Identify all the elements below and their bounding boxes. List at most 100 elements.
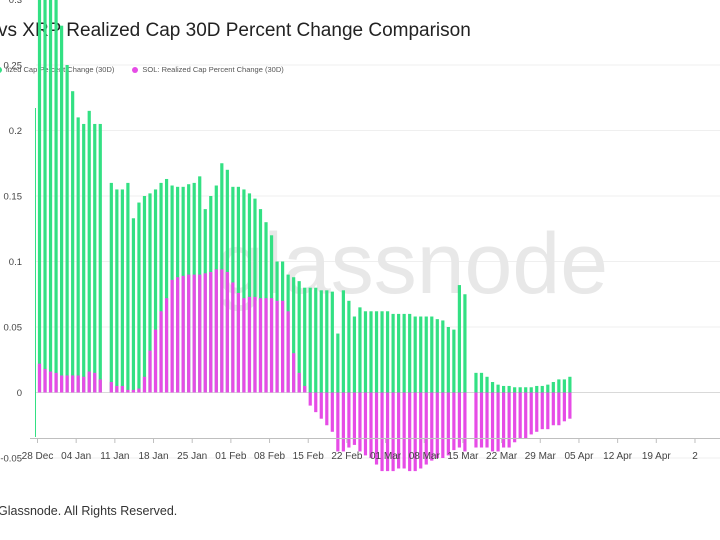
xrp-bar[interactable] — [87, 110, 91, 393]
sol-bar[interactable] — [524, 392, 528, 439]
sol-bar[interactable] — [76, 375, 80, 393]
sol-bar[interactable] — [120, 385, 124, 393]
sol-bar[interactable] — [126, 389, 130, 393]
sol-bar[interactable] — [325, 392, 329, 426]
xrp-bar[interactable] — [297, 281, 301, 393]
xrp-bar[interactable] — [385, 311, 390, 393]
sol-bar[interactable] — [60, 375, 64, 393]
xrp-bar[interactable] — [496, 384, 500, 393]
sol-bar[interactable] — [314, 392, 318, 413]
sol-bar[interactable] — [303, 385, 307, 393]
sol-bar[interactable] — [502, 392, 506, 448]
sol-bar[interactable] — [258, 298, 263, 393]
sol-bar[interactable] — [347, 392, 351, 448]
xrp-bar[interactable] — [292, 277, 296, 393]
xrp-bar[interactable] — [402, 313, 406, 393]
xrp-bar[interactable] — [562, 379, 566, 393]
sol-bar[interactable] — [264, 298, 268, 393]
sol-bar[interactable] — [441, 392, 445, 459]
xrp-bar[interactable] — [253, 198, 257, 393]
sol-bar[interactable] — [457, 392, 461, 448]
sol-bar[interactable] — [430, 392, 434, 461]
sol-bar[interactable] — [82, 376, 86, 393]
sol-bar[interactable] — [369, 392, 373, 459]
sol-bar[interactable] — [485, 392, 489, 448]
xrp-bar[interactable] — [557, 379, 561, 393]
sol-bar[interactable] — [358, 392, 362, 452]
xrp-bar[interactable] — [463, 294, 467, 393]
xrp-bar[interactable] — [347, 300, 351, 393]
sol-bar[interactable] — [275, 300, 279, 393]
xrp-bar[interactable] — [54, 0, 58, 393]
xrp-bar[interactable] — [551, 382, 555, 393]
sol-bar[interactable] — [225, 271, 229, 393]
xrp-bar[interactable] — [82, 123, 86, 393]
sol-bar[interactable] — [142, 376, 147, 393]
sol-bar[interactable] — [54, 372, 58, 393]
sol-bar[interactable] — [131, 389, 136, 393]
xrp-bar[interactable] — [529, 387, 533, 393]
xrp-bar[interactable] — [397, 313, 401, 393]
sol-bar[interactable] — [43, 368, 47, 393]
sol-bar[interactable] — [231, 282, 235, 393]
sol-bar[interactable] — [490, 392, 495, 452]
sol-bar[interactable] — [247, 296, 252, 393]
sol-bar[interactable] — [236, 292, 240, 393]
xrp-bar[interactable] — [513, 387, 517, 393]
xrp-bar[interactable] — [485, 376, 489, 393]
xrp-bar[interactable] — [247, 193, 252, 393]
sol-bar[interactable] — [363, 392, 368, 456]
sol-bar[interactable] — [474, 392, 478, 448]
sol-bar[interactable] — [242, 298, 246, 393]
xrp-bar[interactable] — [435, 319, 439, 393]
xrp-bar[interactable] — [60, 25, 64, 393]
xrp-bar[interactable] — [336, 333, 340, 393]
sol-bar[interactable] — [397, 392, 401, 469]
xrp-bar[interactable] — [236, 186, 240, 393]
xrp-bar[interactable] — [325, 290, 329, 393]
xrp-bar[interactable] — [535, 385, 539, 393]
sol-bar[interactable] — [463, 392, 467, 452]
xrp-bar[interactable] — [474, 372, 478, 393]
sol-bar[interactable] — [419, 392, 423, 469]
xrp-bar[interactable] — [308, 287, 312, 393]
xrp-bar[interactable] — [441, 320, 445, 393]
sol-bar[interactable] — [562, 392, 566, 422]
sol-bar[interactable] — [452, 392, 456, 451]
xrp-bar[interactable] — [142, 196, 147, 393]
sol-bar[interactable] — [518, 392, 522, 439]
sol-bar[interactable] — [341, 392, 345, 452]
xrp-bar[interactable] — [358, 307, 362, 393]
xrp-bar[interactable] — [446, 327, 450, 393]
xrp-bar[interactable] — [148, 193, 152, 393]
sol-bar[interactable] — [308, 392, 312, 406]
xrp-bar[interactable] — [37, 0, 42, 393]
xrp-bar[interactable] — [93, 123, 97, 393]
sol-bar[interactable] — [176, 277, 180, 393]
sol-bar[interactable] — [513, 392, 517, 443]
sol-bar[interactable] — [214, 269, 218, 393]
sol-bar[interactable] — [187, 274, 191, 393]
sol-bar[interactable] — [336, 392, 340, 452]
xrp-bar[interactable] — [363, 311, 368, 393]
xrp-bar[interactable] — [153, 189, 158, 393]
sol-bar[interactable] — [148, 350, 152, 393]
sol-bar[interactable] — [319, 392, 323, 419]
sol-bar[interactable] — [380, 392, 384, 472]
xrp-bar[interactable] — [330, 291, 334, 393]
xrp-bar[interactable] — [126, 182, 130, 393]
xrp-bar[interactable] — [115, 189, 119, 393]
sol-bar[interactable] — [551, 392, 555, 426]
sol-bar[interactable] — [286, 311, 290, 393]
sol-bar[interactable] — [330, 392, 334, 432]
sol-bar[interactable] — [220, 269, 224, 393]
xrp-bar[interactable] — [76, 117, 80, 393]
sol-bar[interactable] — [402, 392, 406, 469]
sol-bar[interactable] — [413, 392, 417, 472]
xrp-bar[interactable] — [490, 382, 495, 393]
sol-bar[interactable] — [535, 392, 539, 432]
xrp-bar[interactable] — [540, 385, 544, 393]
sol-bar[interactable] — [540, 392, 544, 430]
xrp-bar[interactable] — [408, 313, 412, 393]
sol-bar[interactable] — [192, 274, 196, 393]
